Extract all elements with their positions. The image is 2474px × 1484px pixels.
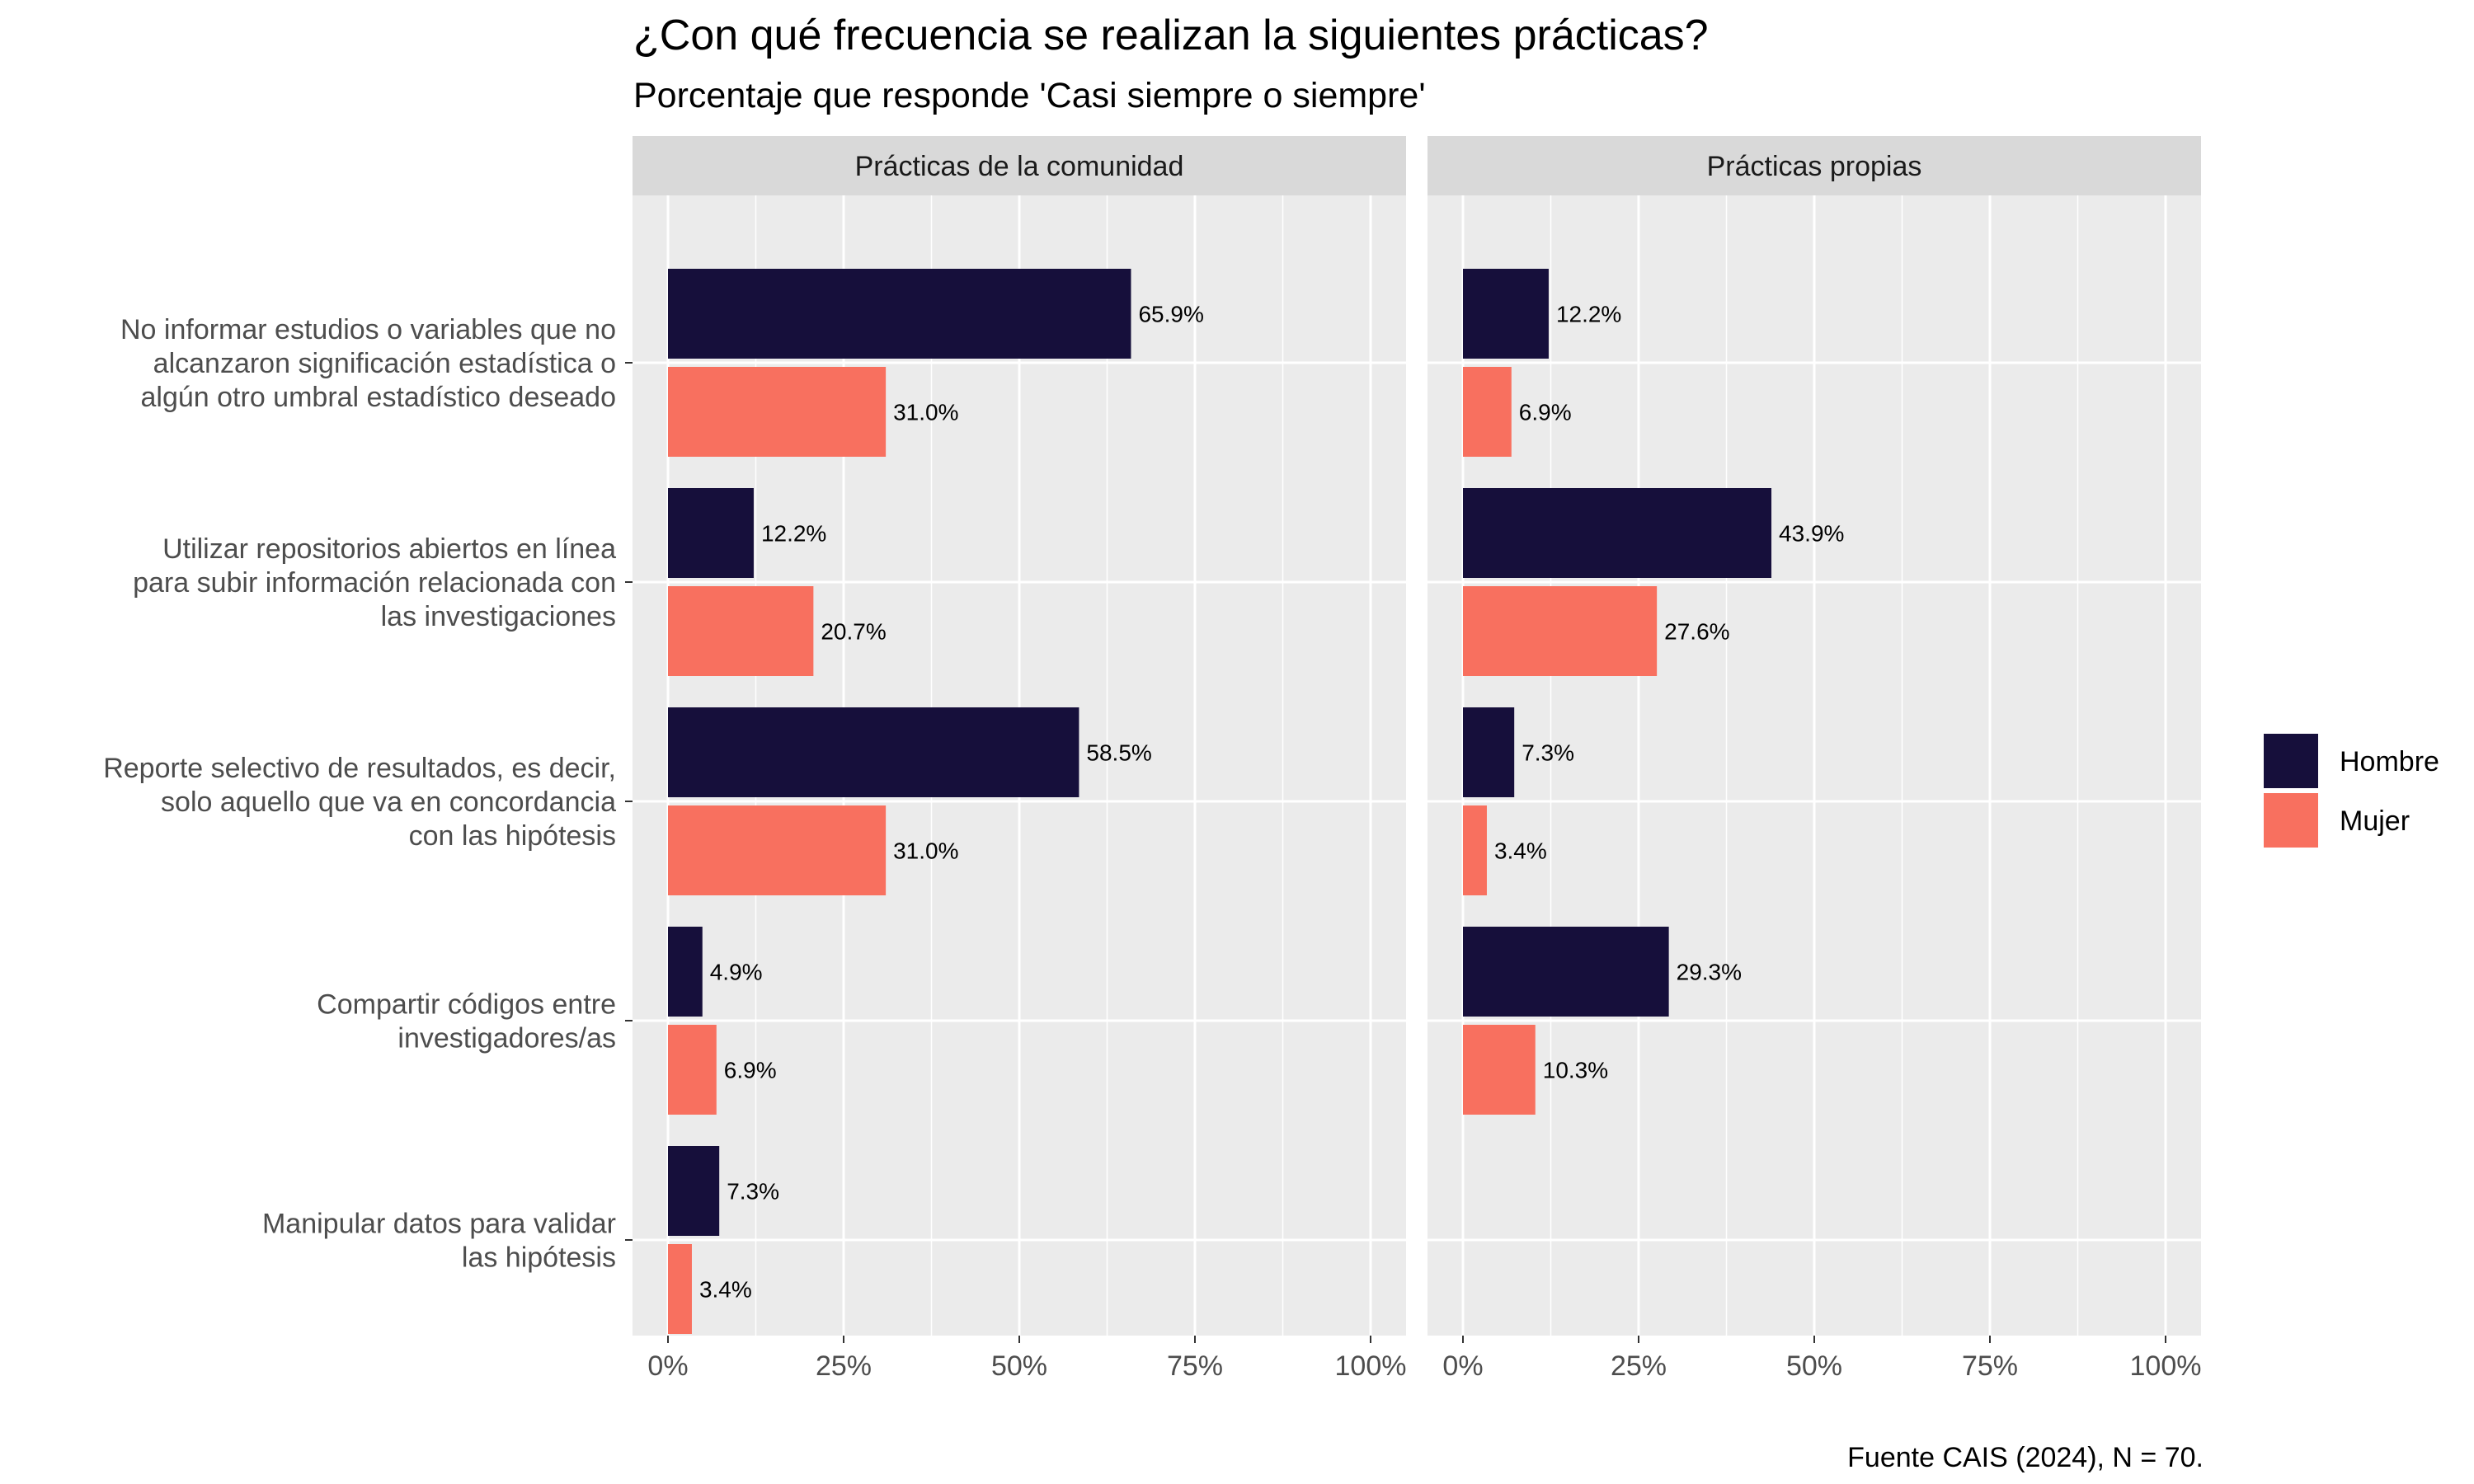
category-label-line: Compartir códigos entre [317, 989, 616, 1021]
category-label-line: Utilizar repositorios abiertos en línea [162, 533, 616, 565]
bar-hombre [1463, 927, 1669, 1017]
category-labels: No informar estudios o variables que no a… [103, 314, 633, 1274]
facet-strip [1427, 136, 2201, 195]
data-label: 7.3% [1522, 740, 1574, 766]
category-label-line: con las hipótesis [409, 820, 616, 852]
legend: Hombre Mujer [2264, 734, 2439, 848]
bar-mujer [668, 1025, 717, 1115]
data-label: 58.5% [1086, 740, 1151, 766]
facet-strip-label: Prácticas de la comunidad [855, 151, 1184, 182]
data-label: 27.6% [1664, 619, 1729, 645]
bar-hombre [668, 1146, 720, 1236]
legend-key-hombre [2264, 734, 2318, 788]
bar-mujer [668, 586, 814, 676]
category-label-line: No informar estudios o variables que no [120, 314, 616, 345]
chart-subtitle: Porcentaje que responde 'Casi siempre o … [633, 76, 1426, 115]
caption: Fuente CAIS (2024), N = 70. [1847, 1442, 2204, 1473]
category-label: No informar estudios o variables que no a… [120, 314, 616, 413]
data-label: 3.4% [699, 1277, 752, 1303]
panels: Prácticas de la comunidad 65.9% 12.2% 58.5%… [633, 136, 2201, 1382]
bar-hombre [668, 269, 1131, 359]
category-label-line: algún otro umbral estadístico deseado [141, 382, 616, 413]
category-label-line: Reporte selectivo de resultados, es deci… [103, 753, 616, 784]
bar-mujer [1463, 367, 1512, 457]
category-label: Compartir códigos entre investigadores/as [317, 989, 616, 1054]
x-tick-label: 0% [1442, 1350, 1483, 1382]
data-label: 6.9% [1519, 400, 1572, 425]
bar-hombre [1463, 707, 1515, 797]
category-label-line: para subir información relacionada con [133, 567, 616, 599]
facet-panel: Prácticas propias 12.2% 43.9% 7.3% 29.3% 6.9%… [1427, 136, 2201, 1382]
x-tick-label: 25% [816, 1350, 872, 1382]
category-label-line: solo aquello que va en concordancia [161, 787, 616, 818]
legend-label: Mujer [2340, 805, 2410, 837]
x-tick-label: 50% [991, 1350, 1047, 1382]
facet-strip-label: Prácticas propias [1707, 151, 1922, 182]
x-tick-label: 50% [1786, 1350, 1842, 1382]
bar-mujer [1463, 586, 1658, 676]
data-label: 43.9% [1779, 521, 1844, 547]
data-label: 6.9% [724, 1058, 777, 1083]
data-label: 12.2% [761, 521, 826, 547]
bar-hombre [668, 488, 754, 578]
data-label: 7.3% [727, 1179, 779, 1205]
x-tick-label: 100% [2130, 1350, 2202, 1382]
bar-mujer [668, 805, 887, 895]
data-label: 12.2% [1556, 302, 1621, 327]
bar-mujer [1463, 805, 1487, 895]
x-tick-label: 75% [1962, 1350, 2018, 1382]
category-label: Utilizar repositorios abiertos en línea p… [133, 533, 616, 632]
data-label: 31.0% [893, 400, 958, 425]
facet-strip [633, 136, 1406, 195]
data-label: 3.4% [1494, 838, 1547, 864]
facet-panel: Prácticas de la comunidad 65.9% 12.2% 58.5%… [633, 136, 1406, 1382]
category-label-line: Manipular datos para validar [262, 1209, 616, 1240]
legend-key-mujer [2264, 793, 2318, 848]
legend-label: Hombre [2340, 746, 2439, 777]
data-label: 10.3% [1543, 1058, 1608, 1083]
data-label: 65.9% [1138, 302, 1203, 327]
category-label-line: las hipótesis [462, 1242, 616, 1274]
category-label-line: alcanzaron significación estadística o [153, 348, 616, 379]
bar-hombre [668, 927, 703, 1017]
category-label-line: investigadores/as [397, 1023, 616, 1054]
bar-mujer [668, 367, 887, 457]
chart-title: ¿Con qué frecuencia se realizan la sigui… [633, 12, 1709, 59]
data-label: 29.3% [1677, 960, 1742, 985]
category-label-line: las investigaciones [381, 601, 616, 632]
bar-mujer [1463, 1025, 1536, 1115]
data-label: 31.0% [893, 838, 958, 864]
x-tick-label: 0% [647, 1350, 688, 1382]
x-tick-label: 25% [1611, 1350, 1667, 1382]
bar-mujer [668, 1244, 692, 1334]
data-label: 4.9% [710, 960, 763, 985]
x-tick-label: 75% [1167, 1350, 1223, 1382]
category-label: Reporte selectivo de resultados, es deci… [103, 753, 616, 852]
x-tick-label: 100% [1335, 1350, 1407, 1382]
category-label: Manipular datos para validar las hipótesi… [262, 1209, 616, 1274]
data-label: 20.7% [821, 619, 886, 645]
bar-hombre [1463, 269, 1549, 359]
bar-hombre [1463, 488, 1772, 578]
bar-hombre [668, 707, 1079, 797]
